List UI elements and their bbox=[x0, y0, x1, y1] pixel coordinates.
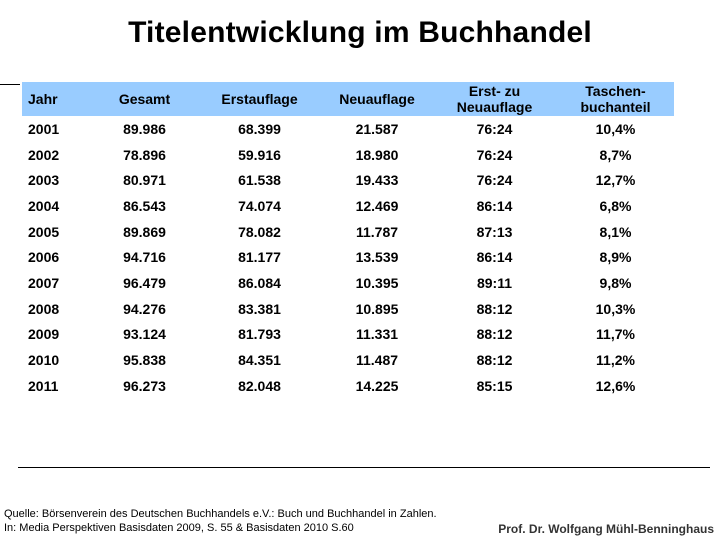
cell-ratio: 88:12 bbox=[476, 326, 513, 343]
cell-taschenbuchanteil: 10,3% bbox=[595, 300, 636, 317]
cell-year: 2001 bbox=[28, 120, 60, 137]
cell-taschenbuchanteil: 12,7% bbox=[595, 172, 636, 189]
cell-year: 2003 bbox=[28, 172, 60, 189]
table-row: 2005 89.869 78.082 11.787 87:13 8,1% bbox=[22, 219, 674, 245]
cell-erstauflage: 81.793 bbox=[238, 326, 281, 343]
table-row: 2010 95.838 84.351 11.487 88:12 11,2% bbox=[22, 347, 674, 373]
cell-ratio: 88:12 bbox=[476, 352, 513, 369]
cell-neuauflage: 18.980 bbox=[355, 146, 399, 163]
cell-erstauflage: 59.916 bbox=[238, 146, 281, 163]
cell-gesamt: 80.971 bbox=[123, 172, 166, 189]
table-row: 2003 80.971 61.538 19.433 76:24 12,7% bbox=[22, 167, 674, 193]
cell-gesamt: 96.479 bbox=[123, 274, 166, 291]
cell-gesamt: 94.276 bbox=[123, 300, 166, 317]
page-title: Titelentwicklung im Buchhandel bbox=[128, 16, 592, 49]
cell-year: 2002 bbox=[28, 146, 60, 163]
column-header-neuauflage: Neuauflage bbox=[322, 82, 432, 116]
cell-gesamt: 89.986 bbox=[123, 120, 166, 137]
cell-taschenbuchanteil: 6,8% bbox=[599, 197, 632, 214]
cell-year: 2008 bbox=[28, 300, 60, 317]
column-header-erstauflage: Erstauflage bbox=[197, 82, 322, 116]
table-header-row: Jahr Gesamt Erstauflage Neuauflage Erst-… bbox=[22, 82, 674, 116]
table-row: 2006 94.716 81.177 13.539 86:14 8,9% bbox=[22, 244, 674, 270]
cell-erstauflage: 82.048 bbox=[238, 377, 281, 394]
cell-taschenbuchanteil: 8,9% bbox=[599, 249, 632, 266]
data-table: Jahr Gesamt Erstauflage Neuauflage Erst-… bbox=[22, 82, 674, 399]
table-row: 2007 96.479 86.084 10.395 89:11 9,8% bbox=[22, 270, 674, 296]
table-row: 2009 93.124 81.793 11.331 88:12 11,7% bbox=[22, 322, 674, 348]
cell-ratio: 85:15 bbox=[476, 377, 513, 394]
cell-year: 2010 bbox=[28, 352, 60, 369]
cell-ratio: 86:14 bbox=[476, 249, 513, 266]
table-row: 2004 86.543 74.074 12.469 86:14 6,8% bbox=[22, 193, 674, 219]
cell-taschenbuchanteil: 11,2% bbox=[596, 352, 635, 369]
source-line-1: Quelle: Börsenverein des Deutschen Buchh… bbox=[4, 508, 437, 520]
source-line-2: In: Media Perspektiven Basisdaten 2009, … bbox=[4, 522, 354, 534]
column-header-gesamt: Gesamt bbox=[92, 82, 197, 116]
cell-gesamt: 86.543 bbox=[123, 197, 166, 214]
cell-gesamt: 95.838 bbox=[123, 352, 166, 369]
cell-gesamt: 78.896 bbox=[123, 146, 166, 163]
cell-erstauflage: 68.399 bbox=[238, 120, 281, 137]
cell-ratio: 76:24 bbox=[476, 172, 513, 189]
cell-gesamt: 89.869 bbox=[123, 223, 166, 240]
cell-neuauflage: 12.469 bbox=[355, 197, 399, 214]
divider-bottom bbox=[18, 467, 710, 468]
cell-taschenbuchanteil: 10,4% bbox=[595, 120, 636, 137]
cell-erstauflage: 81.177 bbox=[238, 249, 281, 266]
table-row: 2011 96.273 82.048 14.225 85:15 12,6% bbox=[22, 373, 674, 399]
cell-taschenbuchanteil: 9,8% bbox=[599, 274, 632, 291]
column-header-taschenbuchanteil: Taschen- buchanteil bbox=[557, 82, 674, 116]
cell-erstauflage: 78.082 bbox=[238, 223, 281, 240]
cell-erstauflage: 83.381 bbox=[238, 300, 281, 317]
cell-erstauflage: 61.538 bbox=[238, 172, 281, 189]
table-row: 2008 94.276 83.381 10.895 88:12 10,3% bbox=[22, 296, 674, 322]
cell-gesamt: 94.716 bbox=[123, 249, 166, 266]
column-header-ratio: Erst- zu Neuauflage bbox=[432, 82, 557, 116]
cell-year: 2009 bbox=[28, 326, 60, 343]
cell-ratio: 87:13 bbox=[476, 223, 513, 240]
cell-neuauflage: 10.395 bbox=[355, 274, 399, 291]
cell-year: 2005 bbox=[28, 223, 60, 240]
cell-neuauflage: 19.433 bbox=[355, 172, 399, 189]
cell-year: 2007 bbox=[28, 274, 60, 291]
cell-taschenbuchanteil: 8,1% bbox=[599, 223, 632, 240]
cell-taschenbuchanteil: 12,6% bbox=[595, 377, 636, 394]
cell-ratio: 76:24 bbox=[476, 146, 513, 163]
cell-year: 2006 bbox=[28, 249, 60, 266]
cell-taschenbuchanteil: 8,7% bbox=[599, 146, 632, 163]
cell-year: 2004 bbox=[28, 197, 60, 214]
cell-taschenbuchanteil: 11,7% bbox=[596, 326, 635, 343]
cell-neuauflage: 10.895 bbox=[355, 300, 399, 317]
cell-erstauflage: 84.351 bbox=[238, 352, 281, 369]
cell-ratio: 88:12 bbox=[476, 300, 513, 317]
cell-gesamt: 93.124 bbox=[123, 326, 166, 343]
cell-neuauflage: 13.539 bbox=[355, 249, 399, 266]
cell-gesamt: 96.273 bbox=[123, 377, 166, 394]
cell-neuauflage: 21.587 bbox=[355, 120, 399, 137]
divider-top bbox=[0, 84, 20, 85]
cell-ratio: 89:11 bbox=[476, 274, 513, 291]
cell-erstauflage: 86.084 bbox=[238, 274, 281, 291]
cell-neuauflage: 11.487 bbox=[355, 352, 399, 369]
cell-erstauflage: 74.074 bbox=[238, 197, 281, 214]
cell-ratio: 76:24 bbox=[476, 120, 513, 137]
cell-neuauflage: 11.787 bbox=[355, 223, 399, 240]
table-row: 2002 78.896 59.916 18.980 76:24 8,7% bbox=[22, 142, 674, 168]
cell-year: 2011 bbox=[28, 377, 59, 394]
cell-neuauflage: 11.331 bbox=[355, 326, 399, 343]
cell-neuauflage: 14.225 bbox=[355, 377, 399, 394]
table-row: 2001 89.986 68.399 21.587 76:24 10,4% bbox=[22, 116, 674, 142]
author-credit: Prof. Dr. Wolfgang Mühl-Benninghaus bbox=[498, 522, 714, 536]
source-note: Quelle: Börsenverein des Deutschen Buchh… bbox=[4, 507, 437, 535]
cell-ratio: 86:14 bbox=[476, 197, 513, 214]
column-header-jahr: Jahr bbox=[22, 82, 92, 116]
